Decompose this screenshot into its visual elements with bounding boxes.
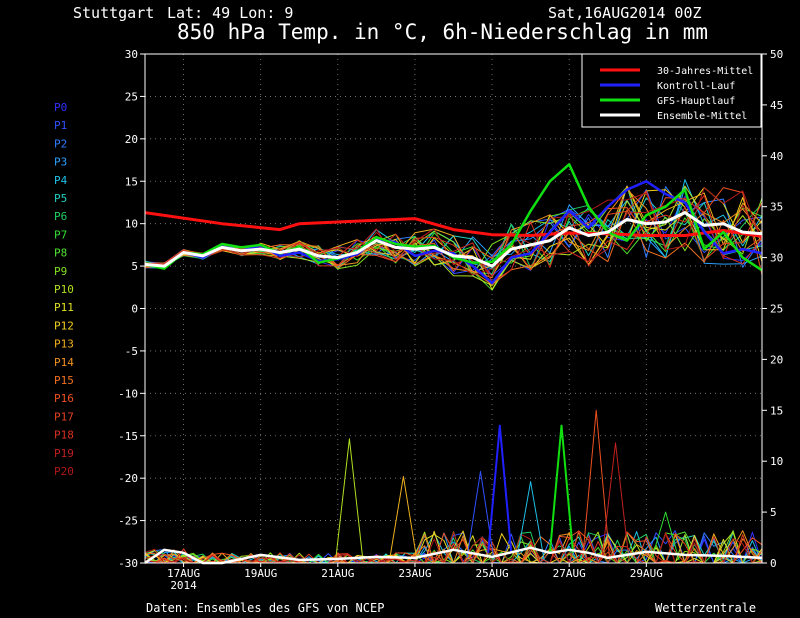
y-right-tick-label: 0 <box>770 557 777 570</box>
member-label-P9: P9 <box>54 265 67 278</box>
member-label-P20: P20 <box>54 465 74 478</box>
y-left-tick-label: 25 <box>125 90 138 103</box>
climate-mean-line <box>144 211 763 238</box>
lat-lon: Lat: 49 Lon: 9 <box>167 4 293 22</box>
y-left-tick-label: -15 <box>118 430 138 443</box>
member-precip-line-P17 <box>145 532 763 564</box>
member-label-P17: P17 <box>54 410 74 423</box>
plot-frame <box>144 53 763 564</box>
gfs-precip-spike <box>548 424 574 553</box>
y-left-tick-label: 5 <box>131 260 138 273</box>
y-left-tick-label: 0 <box>131 303 138 316</box>
legend-label-control: Kontroll-Lauf <box>657 81 735 92</box>
y-right-tick-label: 40 <box>770 150 783 163</box>
y-left-tick-label: -25 <box>118 515 138 528</box>
precipitation-lines <box>144 409 763 565</box>
chart-title: 850 hPa Temp. in °C, 6h-Niederschlag in … <box>177 20 708 44</box>
y-right-tick-label: 35 <box>770 201 783 214</box>
data-source: Daten: Ensembles des GFS von NCEP <box>146 601 384 615</box>
legend-label-gfs: GFS-Hauptlauf <box>657 96 735 107</box>
y-right-tick-label: 15 <box>770 404 783 417</box>
x-tick-label: 17AUG <box>167 567 200 580</box>
member-label-P6: P6 <box>54 210 67 223</box>
precip-spike <box>335 438 364 560</box>
member-label-P12: P12 <box>54 319 74 332</box>
member-label-P5: P5 <box>54 192 67 205</box>
y-left-tick-label: 10 <box>125 218 138 231</box>
precip-spike <box>582 409 611 560</box>
y-right-tick-label: 20 <box>770 353 783 366</box>
y-left-tick-label: -5 <box>125 345 138 358</box>
x-tick-label: 27AUG <box>553 567 586 580</box>
y-right-tick-label: 10 <box>770 455 783 468</box>
control-precip-spike <box>487 424 513 553</box>
gfs-main-line <box>144 163 763 272</box>
y-left-tick-label: 30 <box>125 48 138 61</box>
member-label-P18: P18 <box>54 429 74 442</box>
member-label-P11: P11 <box>54 301 74 314</box>
member-label-P19: P19 <box>54 447 74 460</box>
y-right-tick-label: 25 <box>770 303 783 316</box>
y-left-tick-label: -20 <box>118 472 138 485</box>
y-right-tick-label: 30 <box>770 252 783 265</box>
ensemble-mean-line <box>144 211 763 268</box>
x-tick-label: 25AUG <box>476 567 509 580</box>
y-right-tick-label: 45 <box>770 99 783 112</box>
x-tick-label: 29AUG <box>630 567 663 580</box>
control-run-line <box>144 180 763 285</box>
member-list: P0 P1 P2 P3 P4 P5 P6 P7 P8 P9 P10 P11 P12 P13 P14 P15 P1… <box>54 101 74 478</box>
legend-label-clim: 30-Jahres-Mittel <box>657 66 753 77</box>
y-axis-left: 30 25 20 15 10 5 0 -5 -10 -15 -20 -25 -30 <box>118 48 145 570</box>
precip-spike <box>651 511 680 561</box>
grid <box>145 54 762 563</box>
legend: 30-Jahres-Mittel Kontroll-Lauf GFS-Hauptla… <box>581 53 762 128</box>
y-right-tick-label: 5 <box>770 506 777 519</box>
member-label-P2: P2 <box>54 137 67 150</box>
member-label-P8: P8 <box>54 247 67 260</box>
member-label-P1: P1 <box>54 119 67 132</box>
y-left-tick-label: 15 <box>125 175 138 188</box>
member-temp-line-P19 <box>144 197 763 277</box>
member-label-P3: P3 <box>54 156 67 169</box>
brand-label: Wetterzentrale <box>655 601 756 615</box>
member-label-P15: P15 <box>54 374 74 387</box>
precip-spike <box>389 476 418 560</box>
member-temp-line-P10 <box>144 185 763 287</box>
member-label-P13: P13 <box>54 338 74 351</box>
x-tick-label: 23AUG <box>398 567 431 580</box>
highlight-lines <box>144 163 763 285</box>
y-right-tick-label: 50 <box>770 48 783 61</box>
member-label-P7: P7 <box>54 228 67 241</box>
x-tick-label: 19AUG <box>244 567 277 580</box>
member-label-P16: P16 <box>54 392 74 405</box>
member-label-P10: P10 <box>54 283 74 296</box>
member-label-P4: P4 <box>54 174 68 187</box>
member-label-P14: P14 <box>54 356 74 369</box>
member-temp-line-P18 <box>144 194 763 283</box>
legend-label-mean: Ensemble-Mittel <box>657 111 747 122</box>
precip-spike <box>516 481 545 560</box>
x-tick-label: 21AUG <box>321 567 354 580</box>
precip-spike <box>601 442 630 560</box>
member-label-P0: P0 <box>54 101 67 114</box>
y-left-tick-label: -30 <box>118 557 138 570</box>
run-date: Sat,16AUG2014 00Z <box>548 4 702 22</box>
station-name: Stuttgart <box>73 4 154 22</box>
y-left-tick-label: -10 <box>118 387 138 400</box>
x-tick-sublabel: 2014 <box>170 579 197 592</box>
y-left-tick-label: 20 <box>125 133 138 146</box>
